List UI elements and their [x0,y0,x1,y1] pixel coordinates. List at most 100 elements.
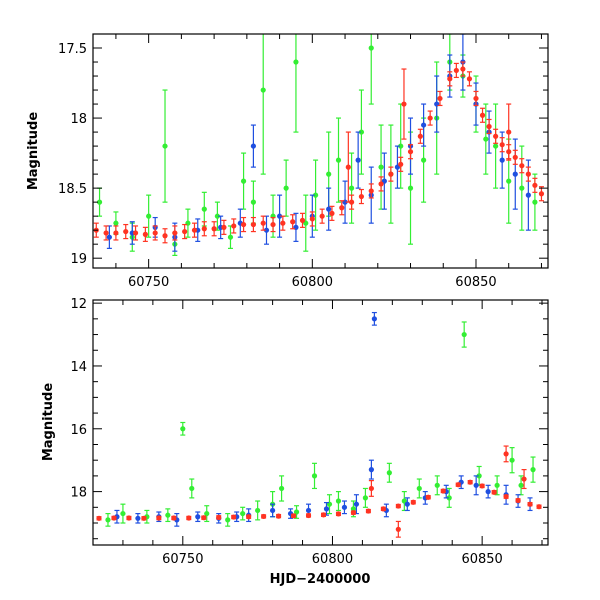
bottom-data-point [141,515,147,521]
bottom-panel-marks [96,311,542,538]
top-x-tick-label: 60850 [455,275,496,290]
bottom-data-point [395,520,401,538]
top-y-tick-label: 19 [70,252,87,267]
top-panel-marks [93,34,545,256]
top-marker [221,224,227,230]
top-marker [499,157,505,163]
top-panel-ticks: 60750 60800 60850 17.5 18 18.5 19 [58,33,548,290]
top-series-2 [93,61,545,244]
top-data-point [466,71,473,87]
top-marker [493,133,499,139]
bottom-marker [491,489,497,495]
bottom-marker [521,476,527,482]
bottom-data-point [195,511,201,523]
bottom-data-point [350,510,357,516]
bottom-marker [311,473,318,479]
bottom-marker [425,494,431,500]
bottom-marker [536,504,542,510]
top-series-0 [96,34,538,256]
top-marker [263,227,270,233]
top-data-point [401,68,407,140]
top-data-point [283,159,289,217]
top-data-point [106,225,112,249]
top-marker [240,178,247,184]
bottom-marker [186,515,192,521]
top-data-point [280,215,286,231]
top-data-point [398,156,404,172]
bottom-data-point [440,488,446,494]
top-data-point [368,183,374,199]
bottom-marker [141,515,147,521]
bottom-marker [350,510,357,516]
bottom-marker [246,514,252,520]
bottom-marker [96,515,102,521]
bottom-data-point [473,475,479,496]
bottom-data-point [231,514,237,520]
bottom-marker [240,510,246,517]
top-marker [483,136,489,142]
top-y-tick-label: 17.5 [58,42,87,57]
bottom-data-point [380,506,386,512]
top-x-tick-label: 60800 [292,275,333,290]
bottom-marker [275,513,282,519]
top-data-point [335,117,342,203]
bottom-marker [368,467,374,473]
bottom-marker [180,426,186,432]
top-data-point [227,225,234,249]
bottom-data-point [189,478,195,499]
top-marker [460,66,466,72]
top-marker [345,164,351,170]
top-marker [326,171,332,177]
bottom-data-point [362,487,369,508]
top-data-point [519,158,525,174]
top-data-point [162,228,168,244]
bottom-marker [503,494,509,500]
top-data-point [381,152,387,210]
top-data-point [146,194,152,238]
top-data-point [506,103,512,161]
bottom-data-point [467,479,473,485]
bottom-data-point [326,494,333,515]
top-marker [407,149,414,155]
top-marker [162,143,168,149]
bottom-data-point [353,494,360,515]
top-marker [250,199,256,205]
bottom-marker [278,485,285,492]
bottom-marker [111,515,117,521]
bottom-marker [386,470,392,476]
top-marker [172,230,178,236]
bottom-data-point [335,511,342,517]
top-data-point [499,137,505,153]
top-y-tick-label: 18.5 [58,182,87,197]
bottom-data-point [416,478,422,499]
top-data-point [326,187,332,231]
top-marker [479,112,486,118]
top-data-point [421,103,427,147]
top-data-point [319,208,325,224]
bottom-data-point [96,515,102,521]
bottom-data-point [165,508,171,523]
bottom-data-point [240,506,246,521]
top-data-point [191,222,198,238]
top-data-point [394,145,401,189]
bottom-data-point [530,456,536,483]
top-marker [355,157,361,163]
top-marker [453,67,459,74]
top-marker [309,216,315,222]
bottom-data-point [135,512,141,524]
bottom-marker [204,510,210,517]
bottom-x-tick-label: 60800 [312,552,353,567]
top-data-point [355,131,361,189]
top-data-point [512,138,518,210]
bottom-marker [323,506,330,512]
bottom-data-point [479,483,485,489]
bottom-data-point [225,512,231,527]
top-marker [123,228,129,235]
top-y-axis-label: Magnitude [26,112,41,191]
bottom-data-point [204,505,210,523]
top-data-point [142,226,148,242]
top-marker [401,101,407,107]
bottom-series-1 [114,311,533,527]
bottom-marker [395,503,401,509]
bottom-data-point [341,500,348,515]
